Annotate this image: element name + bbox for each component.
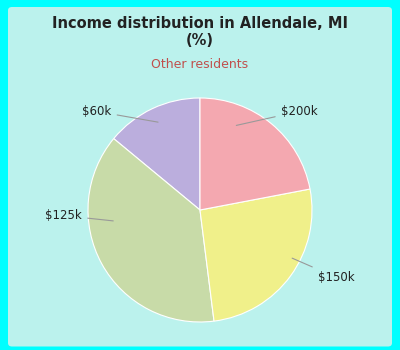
Text: $125k: $125k (46, 209, 113, 222)
Text: $200k: $200k (236, 105, 317, 125)
Text: $150k: $150k (292, 258, 354, 284)
Wedge shape (88, 139, 214, 322)
Text: $60k: $60k (82, 105, 158, 122)
Text: Income distribution in Allendale, MI
(%): Income distribution in Allendale, MI (%) (52, 16, 348, 48)
Wedge shape (200, 189, 312, 321)
Wedge shape (114, 98, 200, 210)
Text: Other residents: Other residents (152, 58, 248, 71)
FancyBboxPatch shape (8, 7, 392, 346)
Wedge shape (200, 98, 310, 210)
